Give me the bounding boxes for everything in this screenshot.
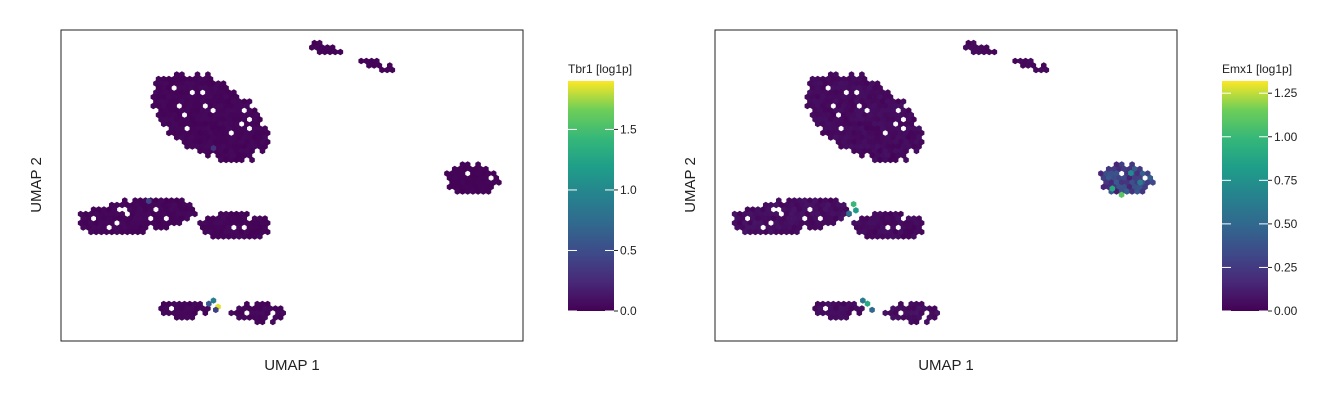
panel-tbr1: UMAP 1 UMAP 2 Tbr1 [log1p] 0.0 0.5 1.0 1.5 [28,30,637,374]
hex-bin-hotspot [869,307,875,313]
colorbar-tick-label: 0.0 [620,304,637,318]
x-axis-label-tbr1: UMAP 1 [264,357,320,374]
panel-emx1: UMAP 1 UMAP 2 Emx1 [log1p] 0.00 0.25 0.50 0… [682,30,1298,374]
x-axis-label-emx1: UMAP 1 [918,357,974,374]
colorbar-tbr1: Tbr1 [log1p] 0.0 0.5 1.0 1.5 [568,62,637,318]
colorbar-emx1: Emx1 [log1p] 0.00 0.25 0.50 0.75 1.00 1.25 [1222,62,1298,318]
hex-bin [358,58,364,64]
colorbar-tick-label: 1.5 [620,122,637,136]
plot-area-tbr1 [78,40,502,325]
y-axis-label-tbr1: UMAP 2 [28,157,45,213]
plot-area-emx1 [732,40,1156,325]
hex-bin-hotspot [851,201,857,207]
hex-bin [992,49,998,55]
colorbar-tick-label: 1.0 [620,183,637,197]
hex-bin [338,49,344,55]
colorbar-tick-label: 0.5 [620,243,637,257]
colorbar-gradient-emx1 [1222,81,1268,311]
colorbar-tick-label: 1.25 [1274,86,1298,100]
colorbar-tick-label: 0.75 [1274,173,1298,187]
colorbar-title-tbr1: Tbr1 [log1p] [568,62,632,76]
hex-bin [1012,58,1018,64]
hex-bin [229,310,235,316]
colorbar-tick-label: 0.00 [1274,304,1298,318]
colorbar-tick-label: 0.25 [1274,260,1298,274]
hex-bin [883,310,889,316]
y-axis-label-emx1: UMAP 2 [682,157,699,213]
colorbar-title-emx1: Emx1 [log1p] [1222,62,1292,76]
colorbar-tick-label: 0.50 [1274,217,1298,231]
hex-bin-hotspot [853,207,859,213]
colorbar-gradient-tbr1 [568,81,614,311]
colorbar-tick-label: 1.00 [1274,130,1298,144]
